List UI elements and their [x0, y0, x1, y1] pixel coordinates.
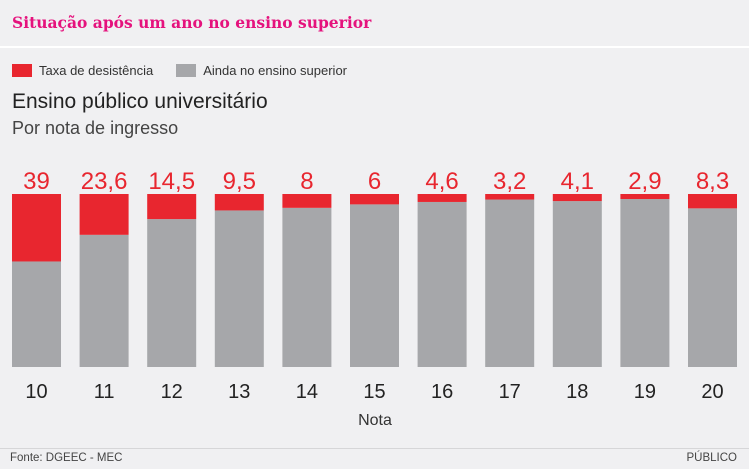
chart-header-title: Situação após um ano no ensino superior	[12, 13, 372, 32]
chart-subtitle: Por nota de ingresso	[12, 118, 179, 138]
x-tick-label-18: 18	[566, 381, 588, 403]
header-divider	[0, 46, 749, 48]
x-tick-label-12: 12	[161, 381, 183, 403]
bar-remaining-13	[214, 210, 264, 367]
bar-dropout-16	[417, 194, 467, 202]
legend-label-remaining: Ainda no ensino superior	[203, 63, 348, 78]
x-tick-label-11: 11	[94, 381, 115, 403]
data-label-15: 6	[368, 168, 381, 195]
bar-dropout-12	[147, 194, 197, 220]
data-label-18: 4,1	[561, 168, 594, 195]
footer-divider	[0, 448, 749, 449]
data-label-11: 23,6	[81, 168, 128, 195]
publisher-brand: PÚBLICO	[686, 452, 738, 464]
bar-remaining-15	[350, 204, 399, 367]
x-tick-label-14: 14	[296, 381, 318, 403]
bar-dropout-10	[12, 194, 61, 262]
bar-remaining-11	[79, 234, 129, 367]
data-label-14: 8	[300, 168, 313, 195]
legend-swatch-dropout	[12, 64, 32, 77]
data-label-20: 8,3	[696, 168, 729, 195]
bar-dropout-18	[552, 194, 602, 202]
data-label-16: 4,6	[425, 168, 458, 195]
legend-swatch-remaining	[176, 64, 197, 77]
x-tick-label-13: 13	[228, 381, 250, 403]
bar-dropout-20	[688, 194, 737, 209]
bar-remaining-18	[552, 201, 602, 367]
x-tick-label-20: 20	[701, 381, 723, 403]
bar-dropout-14	[282, 194, 332, 208]
bar-dropout-15	[350, 194, 399, 205]
bar-dropout-19	[620, 194, 670, 200]
bar-remaining-17	[485, 199, 535, 367]
x-axis-label: Nota	[358, 412, 392, 429]
data-label-10: 39	[23, 168, 50, 195]
source-note: Fonte: DGEEC - MEC	[10, 452, 123, 464]
bar-dropout-11	[79, 194, 129, 235]
x-tick-label-15: 15	[363, 381, 385, 403]
legend-item-dropout: Taxa de desistência	[12, 63, 153, 78]
bar-dropout-17	[485, 194, 535, 200]
chart-title: Ensino público universitário	[12, 90, 268, 113]
bar-remaining-16	[417, 201, 467, 367]
bar-remaining-14	[282, 207, 332, 367]
bar-remaining-12	[147, 219, 197, 367]
data-label-19: 2,9	[628, 168, 661, 195]
legend-label-dropout: Taxa de desistência	[39, 63, 154, 78]
legend: Taxa de desistência Ainda no ensino supe…	[12, 63, 370, 78]
x-tick-label-16: 16	[431, 381, 453, 403]
x-tick-label-10: 10	[25, 381, 47, 403]
data-label-13: 9,5	[223, 168, 256, 195]
bar-remaining-10	[12, 261, 61, 367]
bars-group: 39 10 23,6 11 14,5 12 9,5 13 8 14 6 15 4,6 16 3,2 17 4,1…	[12, 168, 737, 403]
bar-remaining-19	[620, 199, 670, 367]
bar-remaining-20	[688, 208, 737, 367]
bar-dropout-13	[214, 194, 264, 211]
x-tick-label-19: 19	[634, 381, 656, 403]
data-label-12: 14,5	[148, 168, 195, 195]
legend-item-remaining: Ainda no ensino superior	[176, 63, 347, 78]
x-tick-label-17: 17	[499, 381, 521, 403]
data-label-17: 3,2	[493, 168, 526, 195]
